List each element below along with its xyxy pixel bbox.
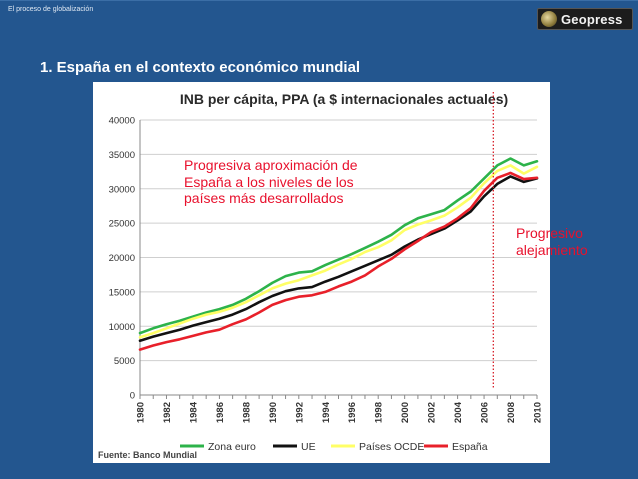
chart-title: INB per cápita, PPA (a $ internacionales… [180,91,508,107]
annotation-convergence-line-1: Progresiva aproximación de [184,157,358,173]
annotation-divergence: Progresivo alejamiento [516,225,626,258]
y-tick-label-10000: 10000 [109,322,135,333]
x-tick-label-2010: 2010 [533,402,544,423]
geopress-logo: Geopress [537,8,633,30]
y-tick-label-25000: 25000 [109,219,135,230]
x-tick-label-1986: 1986 [215,402,226,423]
x-tick-label-1992: 1992 [294,402,305,423]
annotation-convergence: Progresiva aproximación de España a los … [184,157,404,207]
annotation-divergence-line-1: Progresivo [516,225,583,241]
annotation-convergence-line-2: España a los niveles de los [184,173,354,190]
x-tick-label-2006: 2006 [480,402,491,423]
y-tick-label-0: 0 [130,391,135,402]
section-title: 1. España en el contexto económico mundi… [40,59,361,76]
x-tick-label-2008: 2008 [506,402,517,423]
y-tick-label-15000: 15000 [109,287,135,298]
series-line-ue [138,175,539,343]
top-divider [0,0,638,1]
x-tick-label-1988: 1988 [241,402,252,423]
globe-icon [541,11,557,27]
line-chart: INB per cápita, PPA (a $ internacionales… [98,91,544,460]
x-tick-label-1998: 1998 [374,402,385,423]
legend-label-zona-euro: Zona euro [208,441,256,453]
chart-source: Fuente: Banco Mundial [98,450,197,460]
x-tick-label-1994: 1994 [321,401,332,423]
y-tick-label-5000: 5000 [114,356,135,367]
annotation-divergence-line-2: alejamiento [516,241,588,258]
series-line-países-ocde [138,164,539,339]
x-tick-label-2000: 2000 [400,402,411,423]
x-tick-label-1982: 1982 [162,402,173,423]
breadcrumb: El proceso de globalización [8,6,94,13]
legend-label-países-ocde: Países OCDE [359,441,424,453]
x-tick-label-2004: 2004 [453,401,464,423]
legend-label-españa: España [452,441,488,453]
x-tick-label-1996: 1996 [347,402,358,423]
x-tick-label-1984: 1984 [188,401,199,423]
x-tick-label-1980: 1980 [136,402,147,423]
chart-panel: INB per cápita, PPA (a $ internacionales… [93,82,550,463]
x-tick-label-1990: 1990 [268,402,279,423]
series-line-españa [138,171,539,351]
x-tick-label-2002: 2002 [427,402,438,423]
annotation-convergence-line-3: países más desarrollados [184,190,344,206]
legend-label-ue: UE [301,441,316,453]
logo-text: Geopress [561,11,623,27]
y-tick-label-35000: 35000 [109,150,135,161]
series-line-zona-euro [138,157,539,335]
y-tick-label-30000: 30000 [109,184,135,195]
y-tick-label-20000: 20000 [109,253,135,264]
y-tick-label-40000: 40000 [109,116,135,127]
